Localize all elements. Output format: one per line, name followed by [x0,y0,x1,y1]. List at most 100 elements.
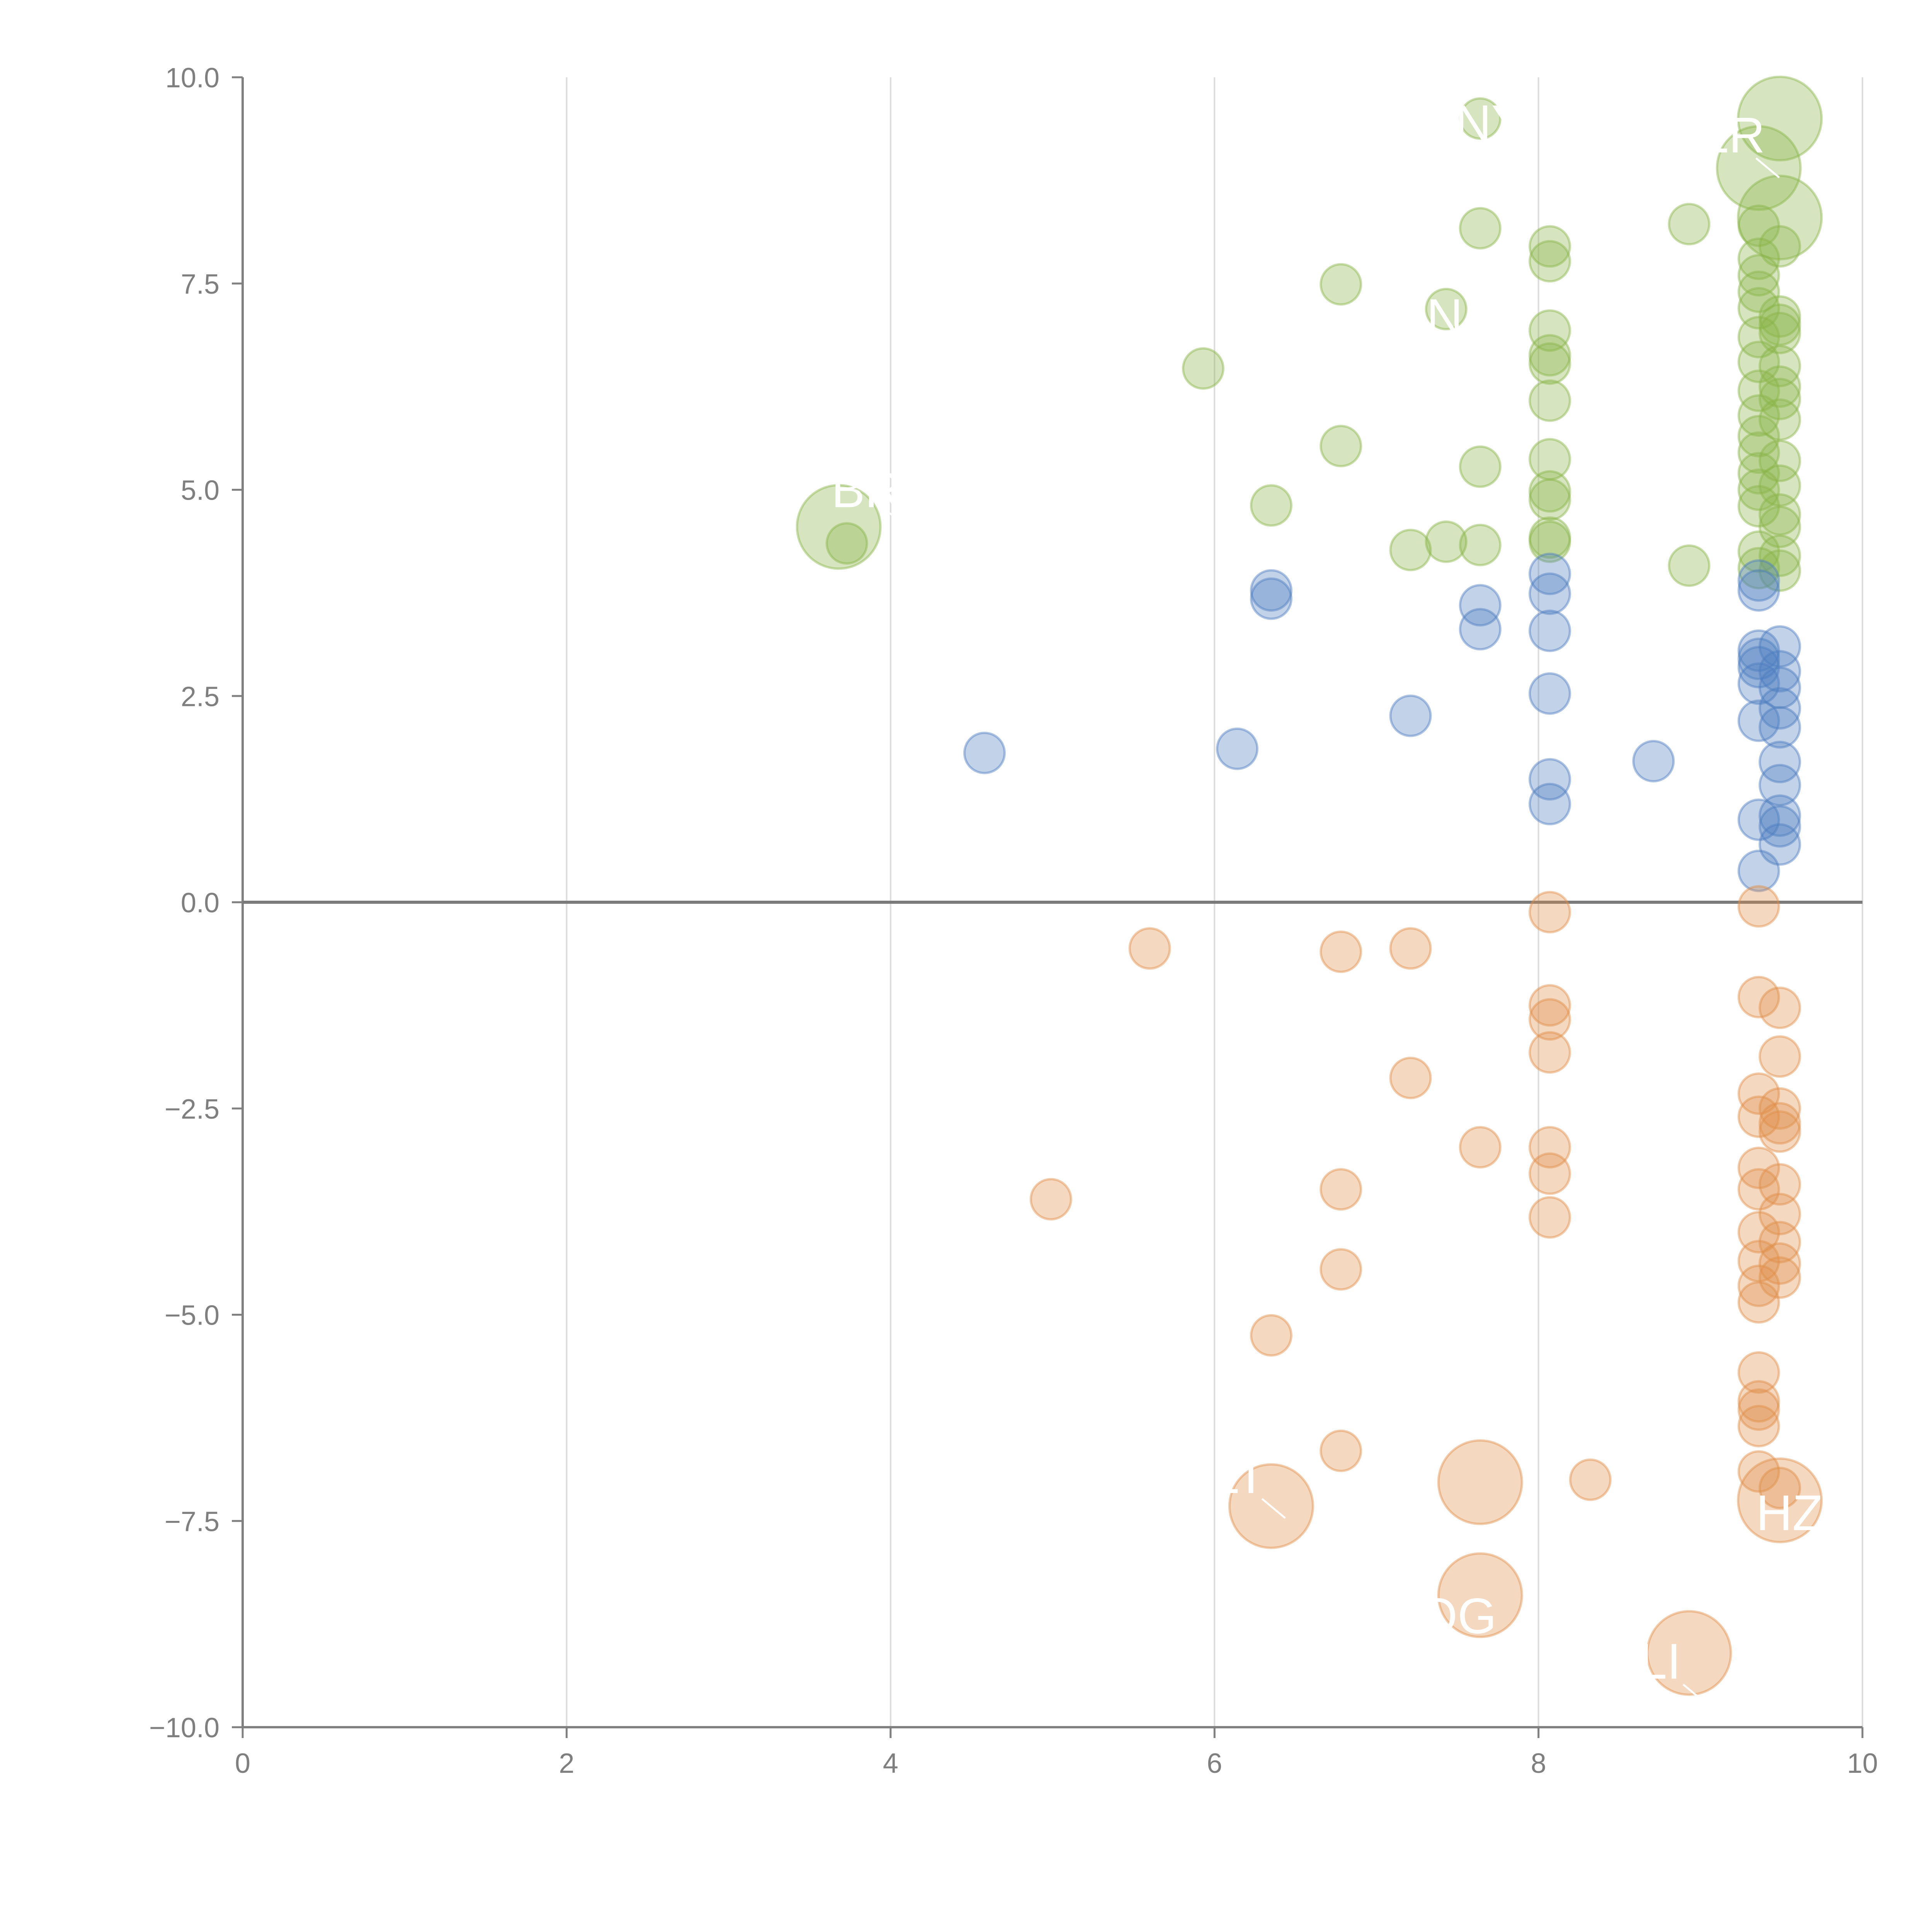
y-tick-label: 2.5 [181,681,219,712]
blue-point [1759,805,1801,848]
blue-point [1759,794,1801,837]
point-label-leader [1755,157,1780,179]
label-layer: NY LR ON BR LT HZ OG LI [832,94,1837,1705]
y-tick-label: −5.0 [165,1300,219,1331]
orange-point [1737,1264,1780,1307]
green-point [1528,520,1571,563]
orange-point [1389,927,1432,970]
orange-point [1759,1110,1801,1153]
blue-point [1759,823,1801,866]
green-point [1528,516,1571,559]
orange-point [1737,1457,1823,1543]
green-point [1759,534,1801,577]
orange-point [1737,1095,1780,1138]
point-label: BR [832,462,901,518]
green-point [1737,547,1780,590]
orange-point [1737,976,1780,1019]
orange-point [1437,1552,1523,1638]
blue-point [1737,798,1780,841]
orange-point [1459,1126,1502,1169]
green-point [1528,240,1571,283]
y-tick-label: 10.0 [165,63,219,94]
green-point [1737,270,1780,313]
green-point [1389,529,1432,571]
orange-point [1737,1351,1780,1394]
orange-point [1128,927,1171,970]
green-point [1737,415,1780,457]
green-point [1759,439,1801,482]
green-point [1737,452,1780,495]
green-point [1759,225,1801,268]
green-point [1737,431,1780,474]
green-point [1425,520,1468,563]
blue-point [1737,699,1780,742]
blue-point [1528,672,1571,715]
blue-point [1737,646,1780,689]
orange-point [1528,1196,1571,1239]
green-point [1759,378,1801,420]
blue-point [1737,662,1780,705]
blue-point [1528,553,1571,595]
blue-point [1459,584,1502,627]
green-point [1320,263,1362,306]
green-point [1528,225,1571,268]
orange-point [1737,1281,1780,1324]
x-tick-label: 0 [235,1748,250,1779]
orange-point [1759,1466,1801,1509]
orange-point [1737,1388,1780,1431]
point-label: OG [1418,1588,1497,1644]
orange-point [1737,1450,1780,1493]
x-tick-label: 4 [883,1748,898,1779]
blue-point [1737,629,1780,672]
green-point [1759,464,1801,507]
blue-point [1759,625,1801,668]
orange-point [1528,984,1571,1027]
green-point [1737,287,1780,330]
blue-point [1459,608,1502,651]
y-tick-label: 5.0 [181,475,219,506]
blue-point [1528,609,1571,652]
point-label-leader [1261,1498,1286,1519]
green-point [1737,254,1780,297]
green-point [1459,524,1502,566]
green-point [1668,544,1711,587]
orange-point [1528,1031,1571,1074]
blue-point [1737,569,1780,612]
green-point [1737,174,1823,260]
blue-point [1528,782,1571,825]
point-label: LT [1211,1447,1266,1504]
orange-point [1437,1439,1523,1525]
green-point [1759,549,1801,592]
y-tick-label: 0.0 [181,888,219,918]
blue-point [1737,559,1780,602]
orange-point [1737,1380,1780,1423]
green-point [1737,369,1780,412]
green-point [1459,97,1502,140]
blue-point [1632,740,1675,782]
orange-point [1320,1168,1362,1211]
x-tick-label: 6 [1207,1748,1222,1779]
green-point [1759,398,1801,441]
green-point [1759,295,1801,338]
blue-point [1737,638,1780,680]
green-point [1250,484,1293,527]
blue-point [1737,849,1780,892]
green-point [1737,75,1823,162]
green-point [1528,470,1571,513]
green-point [1759,311,1801,354]
green-point [1528,478,1571,521]
orange-point [1737,1168,1780,1211]
orange-point [1759,1163,1801,1206]
blue-point [1759,764,1801,806]
axis-layer: 0 2 4 6 8 10 10.0 7.5 5.0 2.5 0.0 −2.5 −5.0 −7.5 −10.0 [149,63,1878,1779]
orange-point [1737,885,1780,928]
green-point [1759,365,1801,408]
point-label: ON [1388,288,1463,345]
point-label-leader [889,512,913,533]
green-point [1737,316,1780,359]
blue-point [1528,572,1571,615]
green-point [825,522,868,565]
green-point [1737,237,1780,280]
y-tick-label: 7.5 [181,269,219,300]
